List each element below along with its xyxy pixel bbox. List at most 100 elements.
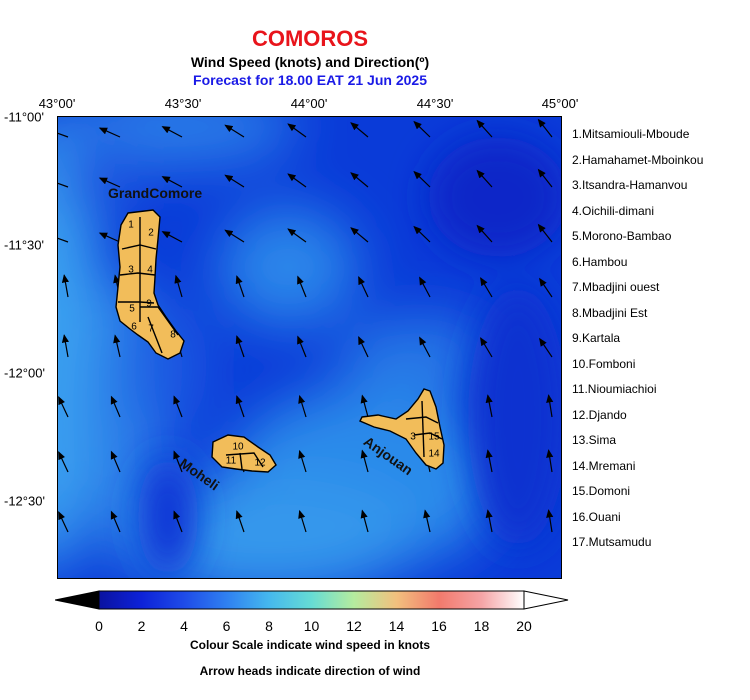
wind-arrow [174,274,183,298]
wind-arrow [287,123,307,138]
colour-scale-high-cap [523,590,569,610]
district-number: 5 [129,303,135,315]
wind-arrow [161,126,183,138]
district-number: 11 [225,455,237,467]
district-number: 10 [232,441,244,453]
wind-arrow [110,450,121,473]
colour-scale-tick: 16 [431,618,447,634]
colour-scale-tick: 4 [180,618,188,634]
district-number: 2 [148,227,154,239]
district-number: 9 [146,298,152,310]
wind-arrow [235,335,245,358]
region-list-item: 5.Morono-Bambao [572,229,672,243]
wind-arrow [297,275,307,298]
wind-arrow [58,396,69,418]
wind-arrow [98,127,121,138]
wind-arrow [413,225,431,243]
wind-map: GrandComore Moheli Anjouan 1 2 3 4 5 6 7… [58,117,561,578]
wind-arrow [58,237,69,243]
wind-arrow [173,395,183,418]
wind-arrow [413,170,431,188]
island-moheli [211,434,277,473]
wind-arrow [537,223,553,243]
district-number: 15 [428,431,440,443]
region-list-item: 14.Mremani [572,458,636,473]
region-list-item: 11.Nioumiachioi [572,382,657,396]
colour-scale-tick: 0 [95,618,103,634]
region-list-item: 7.Mbadjini ouest [572,280,660,294]
region-list-item: 2.Hamahamet-Mboinkou [572,152,704,167]
region-list-item: 15.Domoni [572,484,631,498]
wind-arrow [235,510,245,533]
wind-arrow [61,334,69,358]
wind-arrow [235,395,245,418]
wind-arrow [360,509,369,533]
region-list-item: 8.Mbadjini Est [572,305,648,320]
lat-label: -12°00' [4,365,45,381]
wind-arrow [298,449,307,473]
wind-arrow [297,335,307,358]
wind-arrow [419,336,431,358]
wind-arrow [546,449,554,473]
wind-arrow [476,119,493,138]
region-list-item: 9.Kartala [572,331,621,345]
lon-label: 44°00' [290,96,328,111]
wind-arrow [98,232,121,243]
district-number: 8 [170,329,176,341]
wind-arrow [358,276,369,298]
wind-arrow [110,510,121,533]
colour-scale-tick: 8 [265,618,273,634]
wind-arrow [287,228,307,243]
district-number: 7 [148,323,154,335]
wind-arrow [235,275,245,298]
colour-scale-bar [55,590,569,610]
wind-arrow [537,168,553,188]
lat-label: -11°30' [4,237,44,253]
wind-arrow [419,276,431,298]
colour-scale-tick: 6 [222,618,231,634]
wind-arrow [413,120,431,138]
wind-arrow [58,132,69,138]
wind-arrows [58,118,554,533]
wind-arrow [480,337,493,358]
colour-scale-tick: 10 [303,618,320,634]
district-number: 14 [428,448,440,460]
wind-arrow [173,510,183,533]
wind-arrow [224,229,245,243]
wind-arrow [485,509,493,533]
region-list-item: 4.Oichili-dimani [572,203,655,218]
lon-label: 44°30' [416,96,454,111]
wind-arrow [298,509,307,533]
wind-arrow [98,177,121,188]
map-title: COMOROS [251,26,369,51]
region-list-item: 3.Itsandra-Hamanvou [572,178,688,192]
wind-arrow [298,394,307,418]
lon-label: 43°00' [38,96,76,111]
wind-arrow [350,172,369,188]
wind-arrow [110,395,121,418]
colour-scale-low-cap [55,590,100,610]
wind-arrow [476,224,493,243]
wind-arrow [287,173,307,188]
wind-arrow [539,277,553,298]
lon-label: 43°30' [164,96,202,111]
region-list-item: 12.Djando [572,407,627,422]
colour-scale-tick: 14 [388,618,405,634]
region-list-item: 17.Mutsamudu [572,535,652,549]
wind-arrow [58,451,69,473]
district-number: 12 [254,457,266,469]
wind-field [58,117,561,578]
arrow-caption: Arrow heads indicate direction of wind [199,664,421,678]
wind-arrow [113,334,121,358]
district-number: 1 [128,219,134,231]
forecast-time: Forecast for 18.00 EAT 21 Jun 2025 [193,72,427,88]
label-grand-comore: GrandComore [108,185,203,201]
wind-arrow [546,394,554,418]
colour-scale-tick: 20 [516,618,532,634]
colour-scale-tick: 12 [346,618,362,634]
region-list-item: 13.Sima [572,433,617,447]
wind-arrow [173,450,183,473]
wind-arrow [224,174,245,188]
wind-arrow [358,336,369,358]
region-list-item: 6.Hambou [572,254,628,269]
